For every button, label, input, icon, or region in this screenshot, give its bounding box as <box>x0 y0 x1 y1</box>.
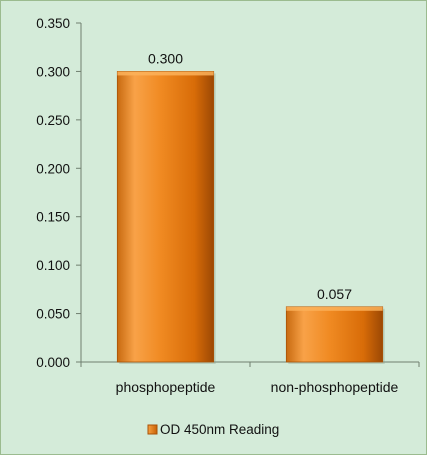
bar-top-highlight <box>117 71 214 76</box>
y-tick-label: 0.250 <box>36 113 70 128</box>
y-tick-label: 0.200 <box>36 161 70 176</box>
bar-phosphopeptide <box>116 71 215 363</box>
y-tick-label: 0.000 <box>36 355 70 370</box>
x-category-label: phosphopeptide <box>116 379 216 395</box>
y-tick-label: 0.350 <box>36 16 70 31</box>
y-tick-label: 0.300 <box>36 64 70 79</box>
data-label: 0.300 <box>148 50 183 66</box>
y-tick-label: 0.100 <box>36 258 70 273</box>
x-category-label: non-phosphopeptide <box>271 379 399 395</box>
legend-label: OD 450nm Reading <box>160 422 279 437</box>
bar-non-phosphopeptide <box>285 306 384 363</box>
data-label: 0.057 <box>317 286 352 302</box>
legend-swatch <box>147 424 158 435</box>
bar-top-highlight <box>286 306 383 311</box>
legend: OD 450nm Reading <box>147 422 279 437</box>
y-tick-label: 0.050 <box>36 307 70 322</box>
y-tick-label: 0.150 <box>36 210 70 225</box>
